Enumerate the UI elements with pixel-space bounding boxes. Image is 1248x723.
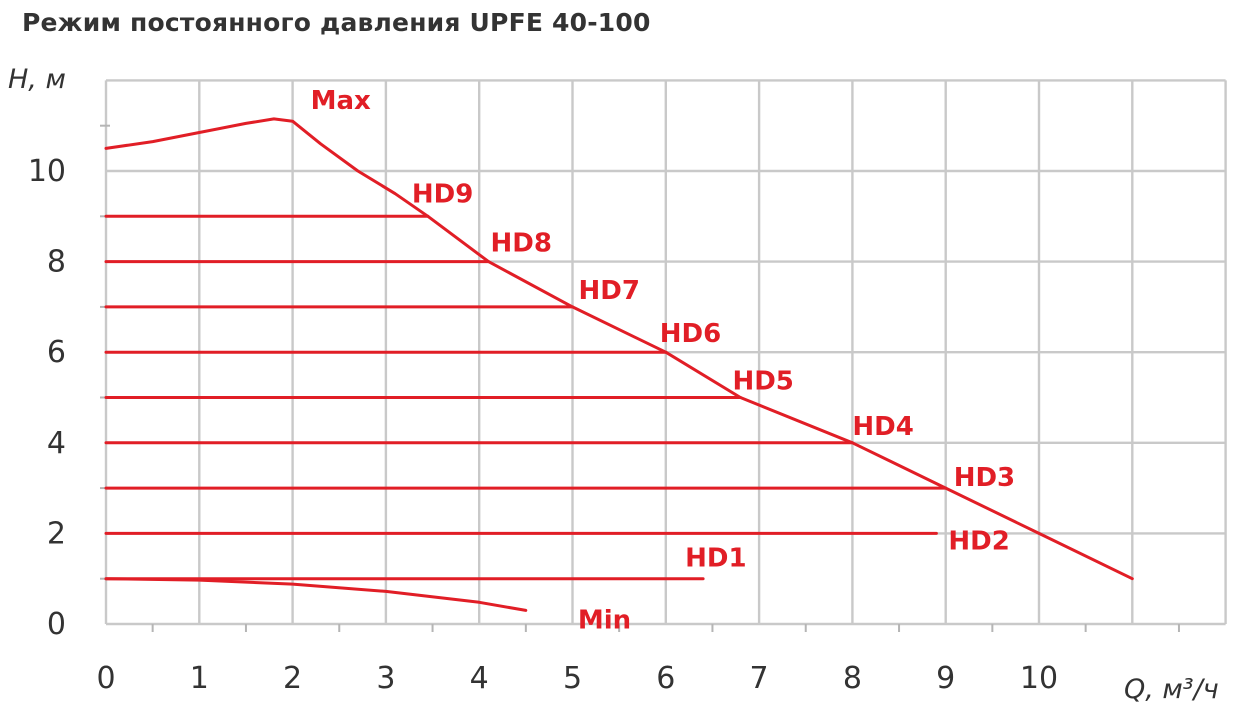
series-label-hd8: HD8 <box>491 229 552 259</box>
y-tick-label: 8 <box>47 245 66 280</box>
series-label-hd6: HD6 <box>660 319 721 349</box>
series-label-hd3: HD3 <box>954 463 1015 493</box>
series-label-hd2: HD2 <box>948 526 1009 556</box>
x-tick-label: 0 <box>96 661 115 696</box>
series-label-hd5: HD5 <box>732 367 793 397</box>
y-tick-label: 0 <box>47 607 66 642</box>
series-labels: Max HD9 HD8 HD7 HD6 HD5 HD4 HD3 HD2 HD1 Min <box>311 86 1016 635</box>
series-label-hd4: HD4 <box>852 412 913 442</box>
tick-labels: 0 1 2 3 4 5 6 7 8 9 10 0 2 4 6 8 10 <box>28 154 1058 696</box>
y-tick-label: 4 <box>47 426 66 461</box>
x-tick-label: 1 <box>190 661 209 696</box>
x-tick-label: 3 <box>376 661 395 696</box>
series-label-min: Min <box>578 605 631 635</box>
series-label-hd9: HD9 <box>412 179 473 209</box>
y-tick-label: 6 <box>47 335 66 370</box>
x-axis-label: Q, м³/ч <box>1124 674 1219 705</box>
x-tick-label: 6 <box>656 661 675 696</box>
minor-ticks <box>100 124 1180 632</box>
x-tick-label: 7 <box>750 661 769 696</box>
series-line-min <box>104 577 528 612</box>
x-tick-label: 10 <box>1020 661 1058 696</box>
x-tick-label: 8 <box>843 661 862 696</box>
series-lines <box>104 117 1134 612</box>
series-label-hd7: HD7 <box>579 276 640 306</box>
series-line-max <box>104 117 1134 581</box>
x-tick-label: 4 <box>470 661 489 696</box>
series-label-max: Max <box>311 86 371 116</box>
x-tick-label: 2 <box>283 661 302 696</box>
y-axis-label: H, м <box>8 64 66 95</box>
chart-title: Режим постоянного давления UPFE 40-100 <box>22 8 651 37</box>
series-label-hd1: HD1 <box>685 544 746 574</box>
x-tick-label: 5 <box>563 661 582 696</box>
x-tick-label: 9 <box>936 661 955 696</box>
y-tick-label: 10 <box>28 154 66 189</box>
y-tick-label: 2 <box>47 516 66 551</box>
